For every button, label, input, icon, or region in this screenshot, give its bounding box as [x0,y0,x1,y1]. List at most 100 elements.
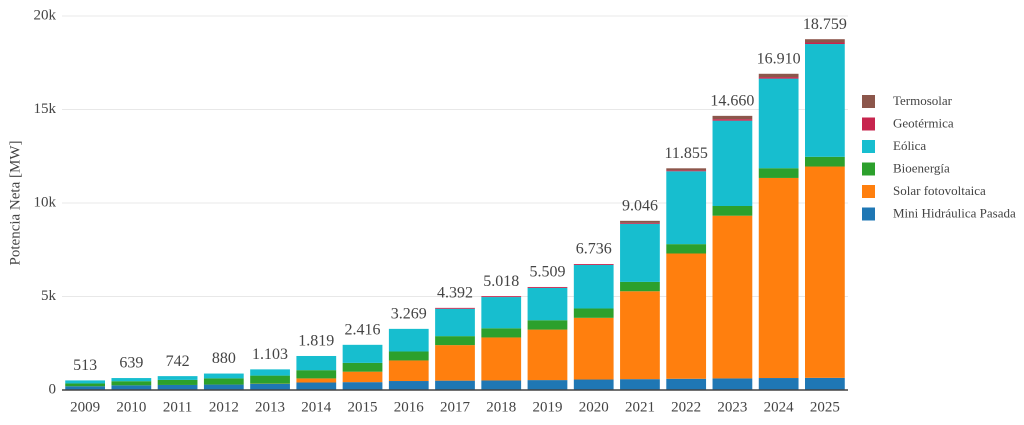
bar-segment [65,383,105,387]
bar-segment [712,215,753,379]
x-tick-label: 2015 [348,399,378,415]
x-tick-label: 2012 [209,399,239,415]
legend-label: Geotérmica [893,115,954,130]
bar-segment [296,370,337,379]
bar-segment [712,119,753,121]
bar-segment [620,281,660,292]
bar-segment [527,286,568,288]
bar-segment [758,168,799,178]
total-label: 639 [119,355,143,372]
bar-segment [435,308,475,337]
bar-segment [481,296,522,298]
bar-segment [388,381,429,390]
x-tick-label: 2016 [394,399,425,415]
bar-segment [712,115,753,120]
x-tick-label: 2009 [70,399,100,415]
bar-segment [666,253,707,379]
x-tick-label: 2010 [116,399,146,415]
bar-segment [573,264,614,265]
bar-segment [481,297,522,329]
legend-swatch [862,95,875,108]
bar-segment [481,337,522,381]
bar-segment [157,384,198,390]
bar-segment [65,380,105,384]
x-tick-label: 2024 [764,399,795,415]
bar-segment [758,73,799,78]
total-label: 1.819 [298,333,334,350]
bar-segment [712,378,753,390]
total-label: 3.269 [391,306,427,323]
bar-segment [758,78,799,169]
bar-segment [527,380,568,390]
x-tick-label: 2013 [255,399,285,415]
legend-swatch [862,207,875,221]
x-tick-label: 2020 [579,399,609,415]
total-label: 9.046 [622,198,658,215]
total-label: 6.736 [576,241,612,258]
bar-segment [620,291,660,380]
x-tick-label: 2017 [440,399,471,415]
bar-segment [250,369,290,376]
total-label: 1.103 [252,346,288,363]
bar-segment [435,380,475,390]
total-label: 2.416 [345,321,381,338]
y-tick-label: 10k [34,194,57,210]
legend-label: Bioenergía [893,160,950,175]
y-tick-label: 5k [41,288,57,304]
y-tick-label: 15k [34,101,57,117]
x-tick-label: 2011 [163,399,192,415]
legend-swatch [862,162,875,176]
bar-segment [712,120,753,206]
bar-segment [666,244,707,254]
bar-segment [435,307,475,309]
bar-segment [435,336,475,346]
total-label: 11.855 [664,145,707,162]
bar-segment [296,382,337,390]
bar-segment [573,264,614,309]
bar-segment [805,377,845,390]
legend-label: Mini Hidráulica Pasada [893,205,1016,220]
bar-segment [805,156,845,167]
bar-segment [388,328,429,352]
bar-segment [527,287,568,321]
x-tick-label: 2019 [532,399,562,415]
total-label: 18.759 [803,16,847,33]
x-tick-label: 2021 [625,399,655,415]
x-tick-label: 2014 [301,399,332,415]
x-tick-label: 2025 [810,399,840,415]
bar-segment [758,378,799,390]
bar-segment [758,77,799,79]
bar-segment [573,308,614,318]
total-label: 5.018 [483,273,519,290]
bar-segment [666,378,707,390]
bar-segment [203,373,244,379]
bar-segment [157,376,198,380]
bar-segment [203,384,244,390]
bar-segment [620,222,660,224]
x-tick-label: 2022 [671,399,701,415]
total-label: 5.509 [529,264,565,281]
bar-segment [111,378,152,382]
bar-segment [250,375,290,384]
bar-segment [250,383,290,390]
total-label: 14.660 [710,93,754,110]
bar-segment [342,382,383,390]
bar-segment [620,379,660,390]
bar-segment [342,371,383,383]
bar-segment [573,379,614,390]
bar-segment [805,166,845,378]
total-label: 16.910 [757,50,801,67]
bar-segment [388,360,429,382]
y-tick-label: 20k [34,7,57,23]
bar-segment [111,385,152,390]
bar-segment [111,381,152,386]
total-label: 742 [166,353,190,370]
bar-segment [666,170,707,172]
bar-segment [620,220,660,223]
legend-swatch [862,140,875,153]
legend-swatch [862,117,875,131]
total-label: 513 [73,357,97,374]
bar-segment [527,320,568,330]
bar-segment [342,344,383,363]
